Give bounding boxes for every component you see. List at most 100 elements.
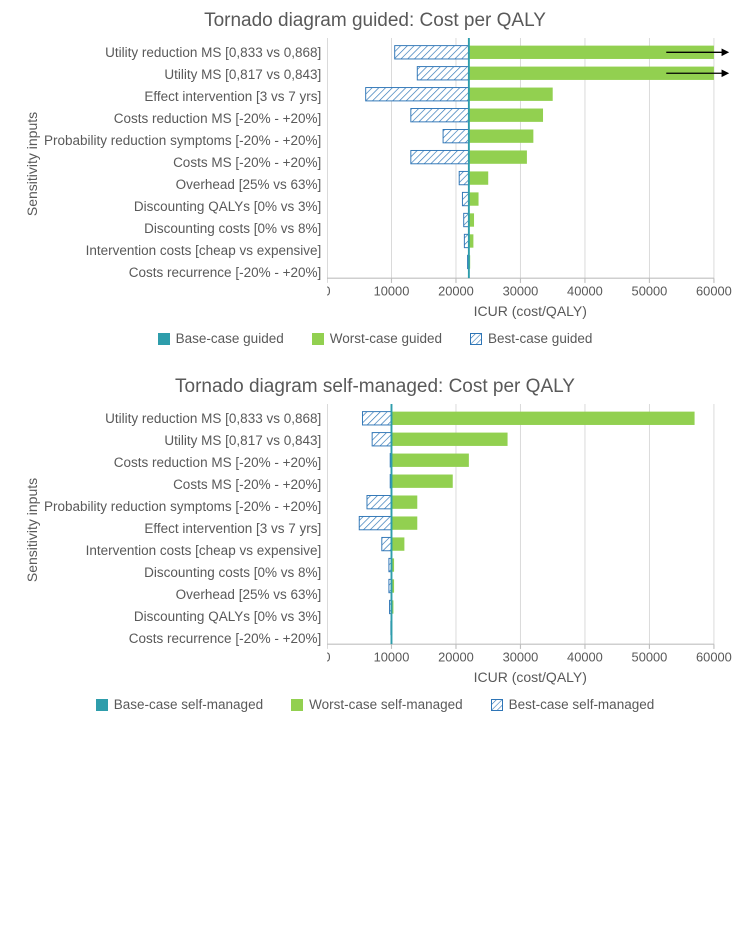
legend-swatch-worst	[291, 699, 303, 711]
x-tick-label: 10000	[374, 649, 410, 664]
plot-area: 0100002000030000400005000060000ICUR (cos…	[327, 38, 733, 319]
legend: Base-case self-managed Worst-case self-ma…	[20, 697, 730, 712]
page: Tornado diagram guided: Cost per QALY Sen…	[0, 0, 750, 934]
legend-swatch-base	[96, 699, 108, 711]
category-label: Utility reduction MS [0,833 vs 0,868]	[105, 408, 327, 430]
category-label: Costs recurrence [-20% - +20%]	[129, 628, 327, 650]
worst-case-bar	[469, 109, 543, 122]
category-label: Costs recurrence [-20% - +20%]	[129, 262, 327, 284]
category-label: Costs reduction MS [-20% - +20%]	[114, 108, 327, 130]
worst-case-bar	[469, 171, 488, 184]
legend-swatch-worst	[312, 333, 324, 345]
category-label: Costs MS [-20% - +20%]	[173, 474, 327, 496]
x-tick-label: 40000	[567, 283, 603, 298]
worst-case-bar	[469, 150, 527, 163]
legend-label: Best-case guided	[488, 331, 592, 346]
x-tick-label: 50000	[632, 283, 668, 298]
tornado-chart-guided: Tornado diagram guided: Cost per QALY Sen…	[20, 10, 730, 346]
legend-label: Worst-case self-managed	[309, 697, 463, 712]
y-axis-title-container: Sensitivity inputs	[20, 38, 44, 290]
legend-swatch-best	[470, 333, 482, 345]
worst-case-bar	[469, 129, 533, 142]
legend-label: Worst-case guided	[330, 331, 442, 346]
x-axis-title: ICUR (cost/QALY)	[327, 303, 733, 319]
worst-case-bar	[392, 454, 469, 467]
legend-label: Base-case self-managed	[114, 697, 263, 712]
worst-case-bar	[392, 433, 508, 446]
y-axis-title-container: Sensitivity inputs	[20, 404, 44, 656]
category-label: Utility MS [0,817 vs 0,843]	[164, 64, 327, 86]
category-label: Discounting QALYs [0% vs 3%]	[134, 606, 327, 628]
x-tick-label: 40000	[567, 649, 603, 664]
tornado-plot: 0100002000030000400005000060000	[327, 404, 733, 667]
category-label: Intervention costs [cheap vs expensive]	[86, 540, 328, 562]
best-case-bar	[372, 433, 391, 446]
best-case-bar	[395, 46, 469, 59]
legend-label: Best-case self-managed	[509, 697, 655, 712]
worst-case-bar	[469, 192, 479, 205]
category-label: Discounting costs [0% vs 8%]	[144, 562, 327, 584]
category-label: Overhead [25% vs 63%]	[176, 584, 328, 606]
chart-title: Tornado diagram self-managed: Cost per Q…	[20, 376, 730, 398]
legend-item: Best-case self-managed	[491, 697, 655, 712]
worst-case-bar	[392, 496, 418, 509]
best-case-bar	[418, 67, 470, 80]
x-tick-label: 60000	[696, 649, 732, 664]
legend-swatch-best	[491, 699, 503, 711]
category-label: Probability reduction symptoms [-20% - +…	[44, 496, 327, 518]
category-label: Effect intervention [3 vs 7 yrs]	[144, 518, 327, 540]
best-case-bar	[359, 516, 391, 529]
category-label: Costs reduction MS [-20% - +20%]	[114, 452, 327, 474]
best-case-bar	[411, 109, 469, 122]
category-label: Effect intervention [3 vs 7 yrs]	[144, 86, 327, 108]
legend-item: Worst-case self-managed	[291, 697, 463, 712]
legend-label: Base-case guided	[176, 331, 284, 346]
worst-case-bar	[392, 537, 405, 550]
category-label: Discounting QALYs [0% vs 3%]	[134, 196, 327, 218]
legend-item: Base-case guided	[158, 331, 284, 346]
x-tick-label: 30000	[503, 649, 539, 664]
tornado-plot: 0100002000030000400005000060000	[327, 38, 733, 301]
tornado-chart-self-managed: Tornado diagram self-managed: Cost per Q…	[20, 376, 730, 712]
chart-title: Tornado diagram guided: Cost per QALY	[20, 10, 730, 32]
best-case-bar	[443, 129, 469, 142]
overflow-arrow-head	[722, 48, 730, 56]
y-axis-title: Sensitivity inputs	[24, 478, 40, 582]
category-label: Utility MS [0,817 vs 0,843]	[164, 430, 327, 452]
y-category-labels: Utility reduction MS [0,833 vs 0,868]Uti…	[44, 404, 327, 650]
plot-row: Sensitivity inputsUtility reduction MS […	[20, 38, 730, 319]
y-axis-title: Sensitivity inputs	[24, 112, 40, 216]
category-label: Intervention costs [cheap vs expensive]	[86, 240, 328, 262]
best-case-bar	[463, 192, 469, 205]
category-label: Costs MS [-20% - +20%]	[173, 152, 327, 174]
category-label: Utility reduction MS [0,833 vs 0,868]	[105, 42, 327, 64]
overflow-arrow-head	[722, 69, 730, 77]
best-case-bar	[366, 88, 469, 101]
best-case-bar	[382, 537, 392, 550]
best-case-bar	[363, 412, 392, 425]
worst-case-bar	[392, 516, 418, 529]
legend: Base-case guided Worst-case guided Best-ca…	[20, 331, 730, 346]
y-category-labels: Utility reduction MS [0,833 vs 0,868]Uti…	[44, 38, 327, 284]
x-tick-label: 20000	[438, 283, 474, 298]
x-tick-label: 0	[327, 649, 331, 664]
worst-case-bar	[392, 475, 453, 488]
x-tick-label: 50000	[632, 649, 668, 664]
legend-item: Best-case guided	[470, 331, 592, 346]
best-case-bar	[411, 150, 469, 163]
category-label: Probability reduction symptoms [-20% - +…	[44, 130, 327, 152]
category-label: Discounting costs [0% vs 8%]	[144, 218, 327, 240]
x-axis-title: ICUR (cost/QALY)	[327, 669, 733, 685]
plot-row: Sensitivity inputsUtility reduction MS […	[20, 404, 730, 685]
best-case-bar	[459, 171, 469, 184]
best-case-bar	[367, 496, 392, 509]
x-tick-label: 60000	[696, 283, 732, 298]
x-tick-label: 10000	[374, 283, 410, 298]
worst-case-bar	[469, 88, 553, 101]
plot-area: 0100002000030000400005000060000ICUR (cos…	[327, 404, 733, 685]
legend-item: Worst-case guided	[312, 331, 442, 346]
x-tick-label: 30000	[503, 283, 539, 298]
worst-case-bar	[392, 412, 695, 425]
legend-swatch-base	[158, 333, 170, 345]
legend-item: Base-case self-managed	[96, 697, 263, 712]
